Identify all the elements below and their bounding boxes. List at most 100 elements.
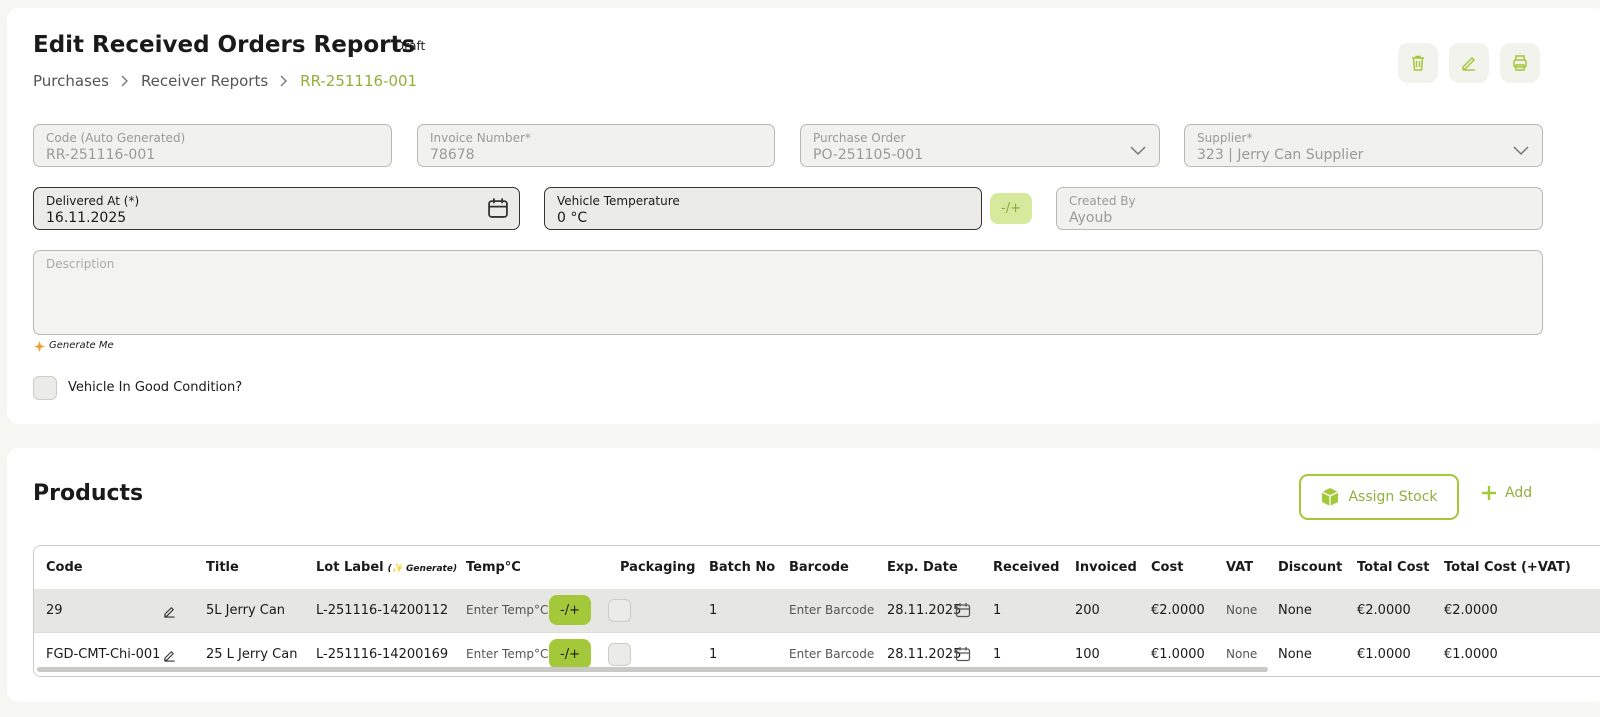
- calendar-icon-svg: [488, 198, 508, 218]
- column-header-text: Lot Label: [316, 560, 384, 575]
- dropdown-chevron-svg: [1130, 146, 1146, 156]
- calendar-icon-svg: [955, 647, 971, 662]
- column-header: Barcode: [789, 560, 849, 575]
- field-label: Created By: [1069, 194, 1136, 208]
- field-label: Invoice Number*: [430, 131, 531, 145]
- plus-icon: [1482, 486, 1496, 500]
- box-icon: [1322, 488, 1339, 506]
- column-header: Total Cost (+VAT): [1444, 560, 1571, 575]
- table-cell: L-251116-14200169: [316, 647, 449, 662]
- table-cell: None: [1278, 603, 1312, 618]
- sparkle-icon: [34, 341, 45, 352]
- form-field[interactable]: Supplier* 323 | Jerry Can Supplier: [1184, 124, 1543, 167]
- field-label: Purchase Order: [813, 131, 906, 145]
- field-value: Ayoub: [1069, 210, 1113, 226]
- calendar-icon: [955, 646, 971, 666]
- dropdown-chevron: [1513, 141, 1529, 160]
- breadcrumb-separator-svg: [280, 75, 288, 87]
- temp-toggle[interactable]: -/+: [990, 193, 1032, 224]
- description-field[interactable]: Description: [33, 250, 1543, 335]
- packaging-checkbox[interactable]: [608, 599, 631, 622]
- edit-button[interactable]: [1449, 43, 1489, 83]
- breadcrumb-separator: [280, 75, 288, 87]
- table-cell: L-251116-14200112: [316, 603, 449, 618]
- assign-stock-button[interactable]: Assign Stock: [1299, 474, 1459, 520]
- add-button[interactable]: Add: [1481, 485, 1532, 501]
- table-cell: 200: [1075, 603, 1100, 618]
- table-cell: 25 L Jerry Can: [206, 647, 298, 662]
- table-cell: Enter Barcode: [789, 647, 875, 661]
- table-cell: Enter Barcode: [789, 603, 875, 617]
- packaging-checkbox[interactable]: [608, 643, 631, 666]
- field-value: PO-251105-001: [813, 147, 924, 163]
- calendar-icon: [487, 197, 509, 223]
- table-cell: €1.0000: [1357, 647, 1411, 662]
- breadcrumb-separator: [121, 75, 129, 87]
- table-cell: €2.0000: [1151, 603, 1205, 618]
- field-value: 0 °C: [557, 210, 588, 226]
- table-cell: €1.0000: [1151, 647, 1205, 662]
- form-field[interactable]: Code (Auto Generated) RR-251116-001: [33, 124, 392, 167]
- temp-toggle[interactable]: -/+: [549, 639, 591, 669]
- column-header: Invoiced: [1075, 560, 1137, 575]
- breadcrumb[interactable]: Receiver Reports: [140, 72, 269, 90]
- column-header: Exp. Date: [887, 560, 958, 575]
- field-label: Code (Auto Generated): [46, 131, 186, 145]
- table-cell: 1: [709, 647, 718, 662]
- form-field[interactable]: Invoice Number* 78678: [417, 124, 775, 167]
- status-badge: Draft: [395, 39, 426, 53]
- column-header: Code: [46, 560, 83, 575]
- table-cell: €2.0000: [1444, 603, 1498, 618]
- print-button[interactable]: [1500, 43, 1540, 83]
- lot-generate-hint[interactable]: (✨ Generate): [387, 564, 458, 574]
- calendar-icon-svg: [955, 603, 971, 618]
- table-cell: €2.0000: [1357, 603, 1411, 618]
- table-cell: 29: [46, 603, 63, 618]
- edit-code-icon-svg: [164, 606, 175, 618]
- temp-toggle[interactable]: -/+: [549, 595, 591, 625]
- table-cell: €1.0000: [1444, 647, 1498, 662]
- calendar-icon: [955, 602, 971, 622]
- table-cell: 28.11.2025: [887, 647, 962, 662]
- table-cell: None: [1226, 603, 1258, 617]
- table-cell: FGD-CMT-Chi-001: [46, 647, 161, 662]
- table-cell: 1: [709, 603, 718, 618]
- form-field[interactable]: Vehicle Temperature 0 °C: [544, 187, 982, 230]
- edit-code-icon: [163, 603, 176, 622]
- table-cell: 1: [993, 647, 1002, 662]
- form-field[interactable]: Delivered At (*) 16.11.2025: [33, 187, 520, 230]
- form-field[interactable]: Created By Ayoub: [1056, 187, 1543, 230]
- breadcrumbs: Purchases Receiver Reports RR-251116-001: [33, 70, 417, 92]
- field-label: Vehicle Temperature: [557, 194, 680, 208]
- column-header: Packaging: [620, 560, 696, 575]
- column-header: Batch No: [709, 560, 776, 575]
- column-header: Total Cost: [1357, 560, 1430, 575]
- field-value: 323 | Jerry Can Supplier: [1197, 147, 1364, 163]
- edit-code-icon: [163, 647, 176, 666]
- column-header: Cost: [1151, 560, 1184, 575]
- field-value: RR-251116-001: [46, 147, 156, 163]
- field-label: Supplier*: [1197, 131, 1253, 145]
- form-field[interactable]: Purchase Order PO-251105-001: [800, 124, 1160, 167]
- breadcrumb[interactable]: Purchases: [33, 72, 109, 90]
- table-cell: None: [1278, 647, 1312, 662]
- scrollbar: [37, 667, 1268, 672]
- column-header: Lot Label (✨ Generate): [316, 560, 457, 575]
- add-label: Add: [1505, 485, 1533, 501]
- breadcrumb-separator-svg: [121, 75, 128, 87]
- breadcrumb: RR-251116-001: [300, 72, 418, 90]
- products-title: Products: [33, 481, 144, 506]
- table-cell: None: [1226, 647, 1258, 661]
- field-value: 16.11.2025: [46, 210, 127, 226]
- table-cell: Enter Temp°C: [466, 603, 549, 617]
- delete-button[interactable]: [1398, 43, 1438, 83]
- description-label: Description: [46, 257, 115, 271]
- details-card: Edit Received Orders Reports Draft Purch…: [7, 8, 1600, 424]
- checkbox[interactable]: [33, 376, 57, 400]
- generate-link[interactable]: Generate Me: [49, 340, 114, 351]
- products-card: Products Assign Stock Add Code Title Lot L…: [7, 448, 1600, 702]
- column-header: VAT: [1226, 560, 1254, 575]
- table-row: 29 5L Jerry Can L-251116-14200112 Enter Tem…: [34, 589, 1600, 632]
- table-cell: 28.11.2025: [887, 603, 962, 618]
